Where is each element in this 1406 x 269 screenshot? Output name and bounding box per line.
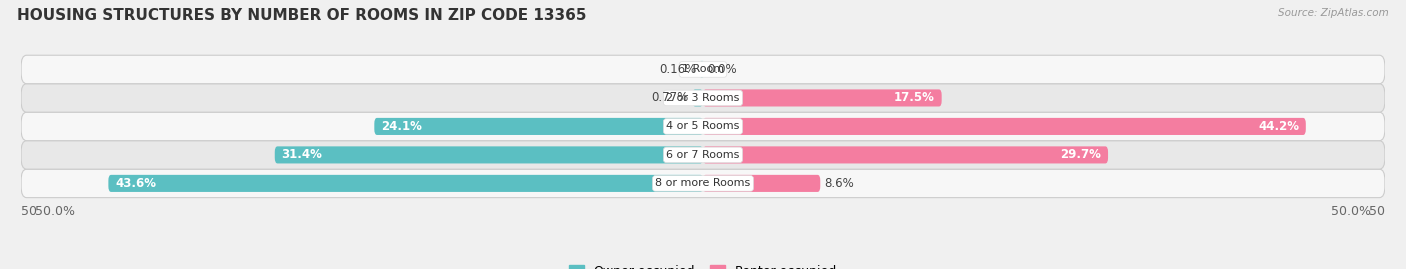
Text: 2 or 3 Rooms: 2 or 3 Rooms: [666, 93, 740, 103]
Text: 50.0%: 50.0%: [1331, 205, 1371, 218]
FancyBboxPatch shape: [374, 118, 703, 135]
Text: 50: 50: [21, 205, 37, 218]
Text: 31.4%: 31.4%: [281, 148, 322, 161]
FancyBboxPatch shape: [703, 146, 1108, 164]
Text: 0.16%: 0.16%: [659, 63, 697, 76]
Text: 0.77%: 0.77%: [651, 91, 689, 104]
Text: 44.2%: 44.2%: [1258, 120, 1299, 133]
FancyBboxPatch shape: [21, 55, 1385, 84]
FancyBboxPatch shape: [703, 175, 820, 192]
FancyBboxPatch shape: [700, 61, 703, 78]
Text: 6 or 7 Rooms: 6 or 7 Rooms: [666, 150, 740, 160]
Text: 50: 50: [1369, 205, 1385, 218]
Text: 8.6%: 8.6%: [824, 177, 853, 190]
Text: 4 or 5 Rooms: 4 or 5 Rooms: [666, 121, 740, 132]
Text: 17.5%: 17.5%: [894, 91, 935, 104]
Text: 50.0%: 50.0%: [35, 205, 75, 218]
FancyBboxPatch shape: [703, 89, 942, 107]
FancyBboxPatch shape: [703, 118, 1306, 135]
FancyBboxPatch shape: [21, 169, 1385, 198]
FancyBboxPatch shape: [21, 84, 1385, 112]
Text: 43.6%: 43.6%: [115, 177, 156, 190]
FancyBboxPatch shape: [108, 175, 703, 192]
Text: HOUSING STRUCTURES BY NUMBER OF ROOMS IN ZIP CODE 13365: HOUSING STRUCTURES BY NUMBER OF ROOMS IN…: [17, 8, 586, 23]
Legend: Owner-occupied, Renter-occupied: Owner-occupied, Renter-occupied: [564, 260, 842, 269]
Text: 8 or more Rooms: 8 or more Rooms: [655, 178, 751, 188]
Text: 1 Room: 1 Room: [682, 65, 724, 75]
Text: 29.7%: 29.7%: [1060, 148, 1101, 161]
Text: 0.0%: 0.0%: [707, 63, 737, 76]
Text: 24.1%: 24.1%: [381, 120, 422, 133]
FancyBboxPatch shape: [693, 89, 703, 107]
Text: Source: ZipAtlas.com: Source: ZipAtlas.com: [1278, 8, 1389, 18]
FancyBboxPatch shape: [21, 141, 1385, 169]
FancyBboxPatch shape: [274, 146, 703, 164]
FancyBboxPatch shape: [21, 112, 1385, 141]
